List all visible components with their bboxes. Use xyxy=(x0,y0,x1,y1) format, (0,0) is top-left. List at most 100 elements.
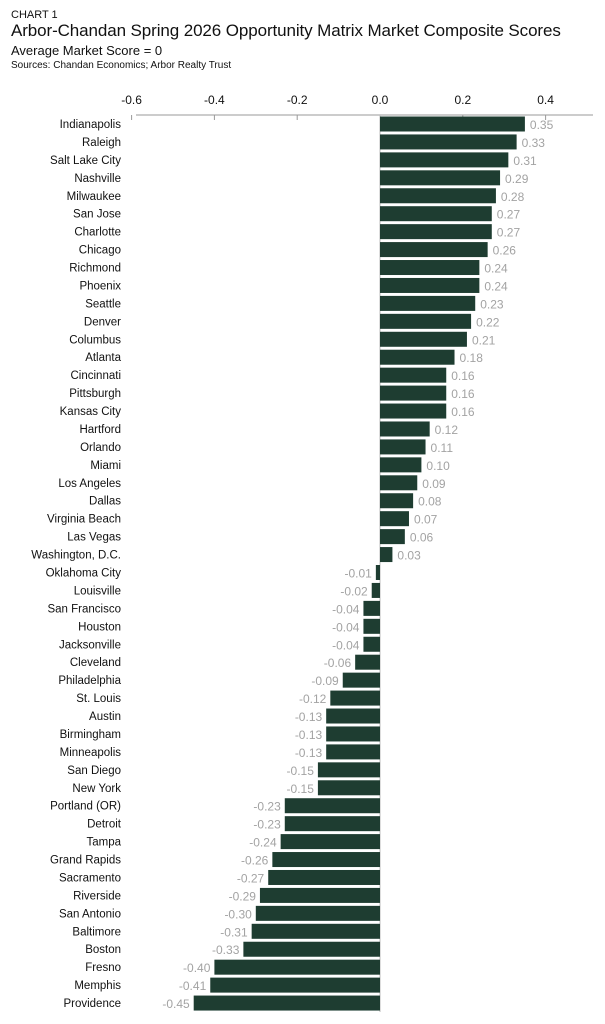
category-label: Salt Lake City xyxy=(50,155,121,167)
data-label: -0.09 xyxy=(311,674,339,688)
bar xyxy=(214,959,380,975)
bar xyxy=(268,869,380,885)
bar xyxy=(330,690,380,706)
data-label: -0.29 xyxy=(229,889,257,903)
data-label: 0.33 xyxy=(522,136,546,150)
category-label: Milwaukee xyxy=(67,191,121,203)
bar xyxy=(380,313,472,329)
category-label: Nashville xyxy=(74,173,121,185)
bar xyxy=(243,941,380,957)
bar xyxy=(375,565,380,580)
category-label: Birmingham xyxy=(60,729,121,741)
data-label: 0.29 xyxy=(505,172,529,186)
category-label: Columbus xyxy=(69,334,121,346)
category-label: San Diego xyxy=(67,765,121,777)
category-label: Riverside xyxy=(73,890,121,902)
data-label: 0.31 xyxy=(513,154,537,168)
chart-kicker: CHART 1 xyxy=(11,9,58,21)
bar xyxy=(380,242,488,258)
category-label: Phoenix xyxy=(79,280,121,292)
x-tick-label: -0.2 xyxy=(287,93,308,107)
data-label: -0.26 xyxy=(241,854,269,868)
category-label: Austin xyxy=(89,711,121,723)
category-label: Raleigh xyxy=(82,137,121,149)
data-label: 0.18 xyxy=(460,351,484,365)
data-label: 0.23 xyxy=(480,297,504,311)
data-label: 0.27 xyxy=(497,226,521,240)
bar xyxy=(363,636,380,652)
data-label: 0.24 xyxy=(484,279,508,293)
data-label: -0.40 xyxy=(183,961,211,975)
category-label: Orlando xyxy=(80,442,121,454)
bar xyxy=(326,708,380,724)
bar xyxy=(371,582,380,598)
category-label: Detroit xyxy=(87,819,122,831)
bar xyxy=(380,349,455,365)
bar xyxy=(317,762,380,778)
bar xyxy=(355,654,380,670)
bar xyxy=(326,726,380,742)
bar xyxy=(193,995,380,1011)
bar xyxy=(255,905,380,921)
data-label: -0.27 xyxy=(237,871,265,885)
bar xyxy=(326,744,380,760)
category-label: Seattle xyxy=(85,298,121,310)
category-label: Grand Rapids xyxy=(50,855,121,867)
bar xyxy=(380,457,422,473)
bar xyxy=(380,475,418,491)
data-label: -0.04 xyxy=(332,620,360,634)
category-label: Minneapolis xyxy=(60,747,122,759)
bar xyxy=(380,224,492,240)
category-label: Atlanta xyxy=(85,352,121,364)
category-label: Sacramento xyxy=(59,872,121,884)
category-label: Oklahoma City xyxy=(46,568,122,580)
data-label: 0.27 xyxy=(497,208,521,222)
data-label: -0.15 xyxy=(287,782,315,796)
bar xyxy=(284,798,380,814)
category-label: Los Angeles xyxy=(58,478,121,490)
category-label: Miami xyxy=(90,460,121,472)
bar xyxy=(210,977,380,993)
data-label: -0.04 xyxy=(332,638,360,652)
category-label: Washington, D.C. xyxy=(31,550,121,562)
bar xyxy=(380,439,426,455)
category-label: Kansas City xyxy=(60,406,122,418)
data-label: 0.10 xyxy=(426,459,450,473)
category-label: San Francisco xyxy=(47,603,121,615)
bar xyxy=(317,780,380,796)
bar xyxy=(380,529,405,545)
chart-title: Arbor-Chandan Spring 2026 Opportunity Ma… xyxy=(11,21,561,40)
data-label: 0.24 xyxy=(484,262,508,276)
category-label: Dallas xyxy=(89,496,121,508)
bar xyxy=(280,834,380,850)
category-label: St. Louis xyxy=(76,693,121,705)
category-label: Indianapolis xyxy=(60,119,122,131)
bar xyxy=(342,672,380,688)
data-label: 0.21 xyxy=(472,333,496,347)
category-label: Memphis xyxy=(74,980,121,992)
bar xyxy=(363,600,380,616)
bar xyxy=(380,134,517,150)
category-label: Tampa xyxy=(86,837,121,849)
data-label: -0.31 xyxy=(220,925,248,939)
category-label: Las Vegas xyxy=(67,532,121,544)
category-label: Chicago xyxy=(79,245,121,257)
bar xyxy=(380,385,447,401)
data-label: 0.03 xyxy=(397,549,421,563)
category-label: Houston xyxy=(78,621,121,633)
category-label: Portland (OR) xyxy=(50,801,121,813)
category-label: Philadelphia xyxy=(58,675,121,687)
category-label: Baltimore xyxy=(72,926,121,938)
bar xyxy=(284,816,380,832)
category-label: New York xyxy=(72,783,121,795)
bar xyxy=(380,295,476,311)
bar xyxy=(380,511,409,527)
bar xyxy=(380,152,509,168)
bar xyxy=(380,421,430,437)
data-label: -0.33 xyxy=(212,943,240,957)
category-label: Richmond xyxy=(69,263,121,275)
category-label: Jacksonville xyxy=(59,639,121,651)
bar xyxy=(380,547,393,563)
category-label: Pittsburgh xyxy=(69,388,121,400)
data-label: -0.06 xyxy=(324,656,352,670)
